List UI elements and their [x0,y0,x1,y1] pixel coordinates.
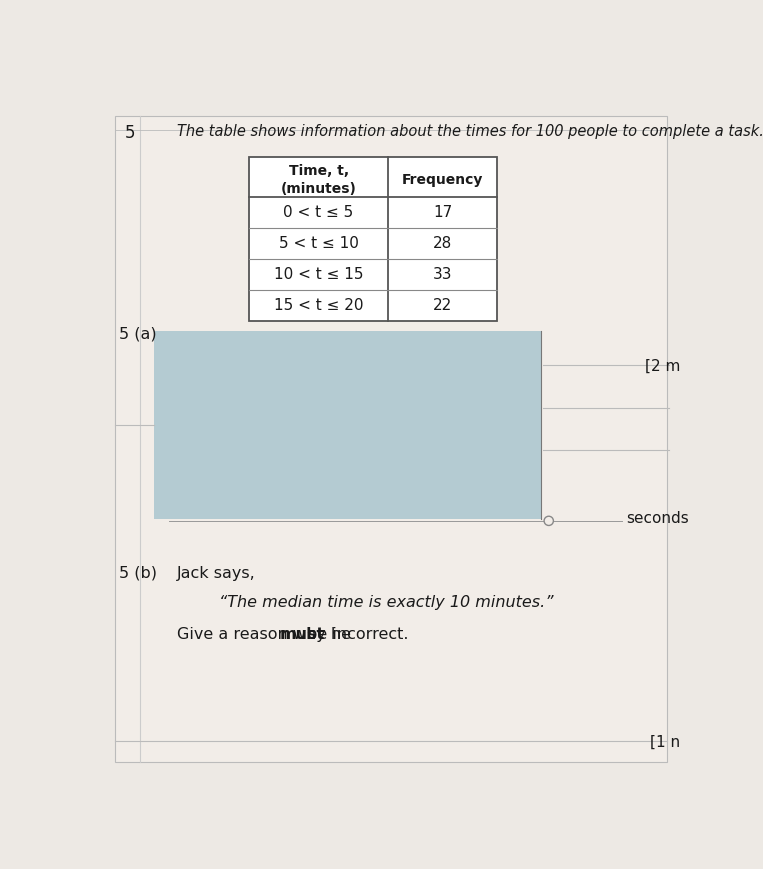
Text: 10 < t ≤ 15: 10 < t ≤ 15 [274,267,363,282]
Text: [2 m: [2 m [645,359,681,375]
Text: 5: 5 [125,124,135,143]
Text: The table shows information about the times for 100 people to complete a task.: The table shows information about the ti… [177,124,763,139]
Text: 0 < t ≤ 5: 0 < t ≤ 5 [283,205,354,221]
Text: Time, t,
(minutes): Time, t, (minutes) [281,163,356,196]
Text: 28: 28 [433,236,452,251]
Text: “The median time is exactly 10 minutes.”: “The median time is exactly 10 minutes.” [220,594,554,610]
Text: Jack says,: Jack says, [177,566,256,580]
Text: be incorrect.: be incorrect. [301,627,408,642]
Text: Frequency: Frequency [402,173,483,187]
Text: 17: 17 [433,205,452,221]
Bar [153,331,541,520]
Text: [1 n: [1 n [650,735,681,750]
Text: must: must [279,627,324,642]
Text: 5 < t ≤ 10: 5 < t ≤ 10 [278,236,359,251]
Bar [249,157,497,321]
Text: 5 (a): 5 (a) [118,327,156,342]
Text: 33: 33 [433,267,452,282]
Text: Give a reason why he: Give a reason why he [177,627,356,642]
Text: seconds: seconds [626,511,689,526]
Text: 5 (b): 5 (b) [118,566,156,580]
Text: 15 < t ≤ 20: 15 < t ≤ 20 [274,298,363,313]
Text: 22: 22 [433,298,452,313]
